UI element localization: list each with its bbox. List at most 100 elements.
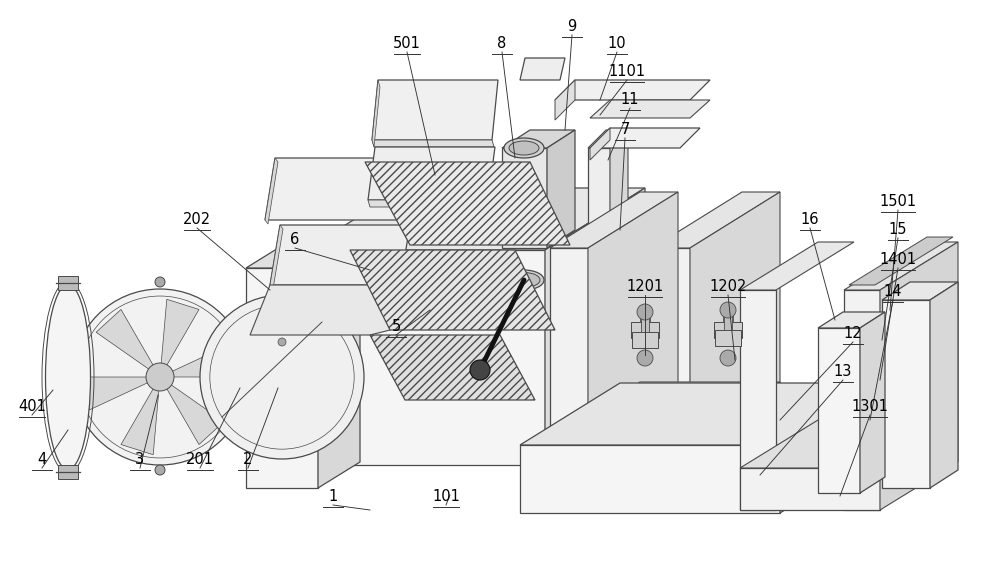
Text: 1501: 1501	[879, 194, 917, 209]
Polygon shape	[723, 308, 733, 322]
Polygon shape	[550, 382, 780, 438]
Polygon shape	[880, 242, 958, 510]
Polygon shape	[318, 242, 360, 488]
Polygon shape	[740, 420, 958, 468]
Text: 12: 12	[844, 326, 862, 341]
Text: 14: 14	[884, 284, 902, 299]
Text: 1401: 1401	[879, 252, 917, 267]
Polygon shape	[82, 377, 150, 410]
Circle shape	[155, 465, 165, 475]
Polygon shape	[555, 80, 710, 100]
Polygon shape	[640, 308, 650, 322]
Polygon shape	[930, 282, 958, 488]
Polygon shape	[265, 158, 415, 220]
Polygon shape	[520, 383, 880, 445]
Text: 5: 5	[391, 319, 401, 334]
Polygon shape	[502, 130, 575, 148]
Polygon shape	[96, 309, 155, 370]
Text: 101: 101	[432, 489, 460, 504]
Polygon shape	[818, 328, 860, 493]
Text: 1101: 1101	[608, 64, 646, 79]
Polygon shape	[588, 192, 678, 478]
Polygon shape	[265, 158, 278, 224]
Polygon shape	[590, 128, 700, 148]
Text: 202: 202	[183, 212, 211, 227]
Ellipse shape	[46, 285, 90, 469]
Polygon shape	[588, 130, 628, 148]
Circle shape	[720, 302, 736, 318]
Text: 1202: 1202	[709, 279, 747, 294]
Polygon shape	[849, 237, 953, 285]
Polygon shape	[690, 382, 780, 478]
Polygon shape	[370, 335, 535, 400]
Polygon shape	[632, 332, 658, 348]
Polygon shape	[170, 344, 238, 377]
Polygon shape	[714, 322, 742, 338]
Ellipse shape	[504, 270, 544, 290]
Polygon shape	[860, 312, 885, 493]
Polygon shape	[641, 318, 649, 332]
Ellipse shape	[508, 272, 540, 287]
Polygon shape	[250, 285, 400, 335]
Text: 401: 401	[18, 399, 46, 414]
Text: 8: 8	[497, 36, 507, 51]
Ellipse shape	[508, 203, 540, 218]
Polygon shape	[882, 282, 958, 300]
Text: 4: 4	[37, 452, 47, 467]
Polygon shape	[555, 80, 575, 120]
Polygon shape	[368, 200, 490, 207]
Ellipse shape	[509, 141, 539, 155]
Polygon shape	[550, 192, 678, 248]
Ellipse shape	[504, 138, 544, 158]
Polygon shape	[545, 188, 645, 465]
Text: 1201: 1201	[626, 279, 664, 294]
Polygon shape	[780, 383, 880, 513]
Circle shape	[637, 304, 653, 320]
Text: 15: 15	[889, 222, 907, 237]
Text: 2: 2	[243, 452, 253, 467]
Polygon shape	[740, 290, 776, 510]
Polygon shape	[520, 58, 565, 80]
Polygon shape	[740, 242, 854, 290]
Text: 1301: 1301	[852, 399, 889, 414]
Polygon shape	[270, 225, 410, 285]
Text: 1: 1	[328, 489, 338, 504]
Polygon shape	[246, 268, 318, 488]
Polygon shape	[652, 248, 690, 478]
Polygon shape	[844, 290, 880, 510]
Circle shape	[278, 338, 286, 346]
Polygon shape	[588, 148, 610, 468]
Polygon shape	[818, 312, 885, 328]
Polygon shape	[368, 147, 495, 200]
Polygon shape	[58, 465, 78, 479]
Polygon shape	[405, 158, 418, 224]
Text: 13: 13	[834, 364, 852, 379]
Polygon shape	[715, 330, 741, 346]
Polygon shape	[372, 80, 498, 140]
Polygon shape	[610, 130, 628, 468]
Polygon shape	[350, 250, 555, 330]
Text: 501: 501	[393, 36, 421, 51]
Text: 7: 7	[620, 122, 630, 137]
Circle shape	[72, 289, 248, 465]
Circle shape	[200, 295, 364, 459]
Polygon shape	[58, 276, 78, 290]
Polygon shape	[121, 386, 159, 454]
Polygon shape	[590, 100, 710, 118]
Polygon shape	[882, 300, 930, 488]
Polygon shape	[550, 438, 690, 478]
Text: 11: 11	[621, 92, 639, 107]
Polygon shape	[740, 468, 880, 510]
Polygon shape	[305, 250, 545, 465]
Polygon shape	[547, 130, 575, 248]
Polygon shape	[590, 128, 610, 160]
Polygon shape	[372, 140, 494, 147]
Polygon shape	[550, 248, 588, 478]
Circle shape	[155, 277, 165, 287]
Text: 3: 3	[135, 452, 145, 467]
Text: 10: 10	[608, 36, 626, 51]
Polygon shape	[165, 384, 224, 445]
Text: 9: 9	[567, 19, 577, 34]
Polygon shape	[690, 192, 780, 478]
Polygon shape	[161, 300, 199, 368]
